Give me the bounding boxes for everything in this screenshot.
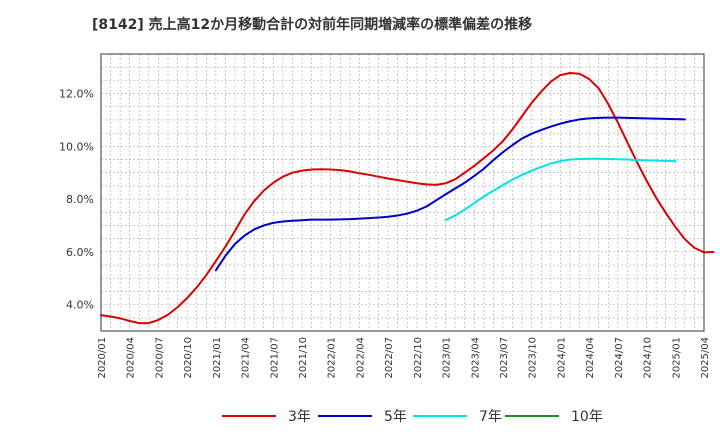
x-tick-label: 2024/04 [585,337,596,379]
x-tick-label: 2023/07 [499,337,510,379]
x-tick-label: 2022/01 [327,337,338,379]
x-tick-label: 2020/10 [183,337,194,379]
line-chart: 4.0%6.0%8.0%10.0%12.0% 2020/01 2020/04 202… [59,53,715,379]
series-line-5年 [214,116,686,272]
x-tick-label: 2021/07 [269,337,280,379]
x-tick-label: 2024/10 [643,337,654,379]
x-tick-label: 2022/10 [413,337,424,379]
x-tick-label: 2020/01 [97,337,108,379]
x-tick-label: 2022/07 [384,337,395,379]
legend-item: 10年 [505,404,603,428]
legend-label: 5年 [384,409,407,425]
legend-item: 5年 [318,404,407,428]
legend-label: 7年 [479,409,502,425]
y-tick-label: 12.0% [59,88,94,101]
x-tick-label: 2025/01 [671,337,682,379]
x-tick-label: 2020/07 [154,337,165,379]
x-tick-label: 2023/04 [470,337,481,379]
series-layer [100,71,715,325]
x-tick-label: 2022/04 [355,337,366,379]
y-tick-label: 10.0% [59,140,94,153]
y-tick-label: 6.0% [66,246,94,259]
plot-area-frame [100,53,705,332]
x-tick-label: 2021/10 [298,337,309,379]
legend-label: 10年 [571,409,603,425]
y-tick-label: 4.0% [66,299,94,312]
x-tick-label: 2025/04 [700,337,711,379]
x-tick-label: 2021/01 [212,337,223,379]
x-tick-label: 2020/04 [126,337,137,379]
series-line-3年 [100,71,715,325]
x-tick-label: 2023/10 [528,337,539,379]
legend-item: 7年 [413,404,502,428]
x-tick-label: 2023/01 [442,337,453,379]
legend-swatch [222,415,276,417]
grid-layer [100,53,705,332]
x-tick-label: 2024/07 [614,337,625,379]
legend-swatch [318,415,372,417]
chart-title: [8142] 売上高12か月移動合計の対前年同期増減率の標準偏差の推移 [92,17,533,33]
legend-label: 3年 [288,409,311,425]
chart-legend: 3年 5年 7年 10年 [0,404,720,428]
y-axis-ticks: 4.0% 6.0% 8.0% 10.0% 12.0% [59,88,94,312]
x-tick-label: 2024/01 [556,337,567,379]
legend-swatch [413,415,467,417]
y-tick-label: 8.0% [66,193,94,206]
x-axis-ticks: 2020/01 2020/04 2020/07 2020/10 2021/01 2021/… [97,337,711,379]
legend-item: 3年 [222,404,311,428]
series-line-7年 [444,157,677,222]
legend-swatch [505,415,559,417]
x-tick-label: 2021/04 [241,337,252,379]
